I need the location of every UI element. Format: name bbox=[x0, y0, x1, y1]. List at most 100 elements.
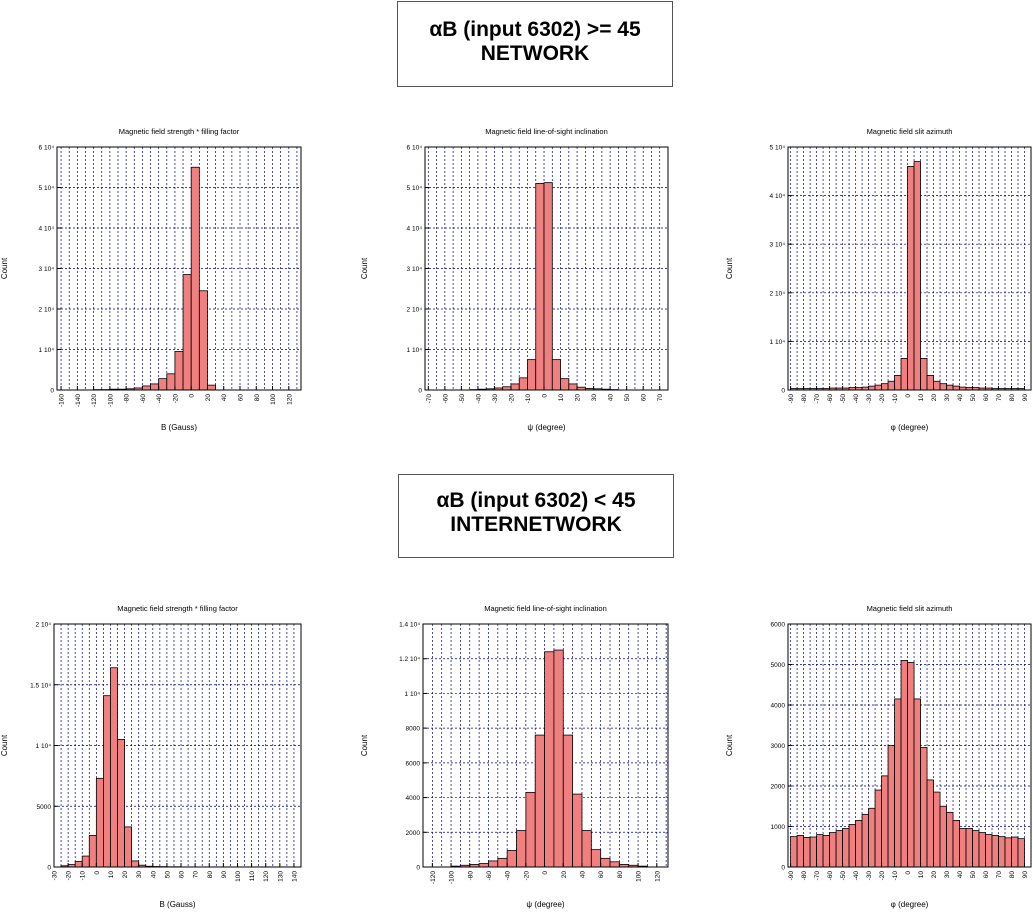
y-tick-label: 1 10⁴ bbox=[36, 743, 52, 750]
bar bbox=[901, 358, 907, 390]
y-tick-label: 2 10⁴ bbox=[407, 307, 423, 314]
bar bbox=[582, 831, 591, 867]
bar bbox=[797, 835, 803, 867]
x-tick-label: -80 bbox=[801, 394, 808, 404]
x-tick-label: 40 bbox=[150, 871, 157, 879]
bar bbox=[82, 856, 89, 867]
x-tick-label: 40 bbox=[608, 394, 615, 402]
bar bbox=[552, 360, 560, 390]
bar bbox=[199, 291, 207, 390]
x-tick-label: 10 bbox=[918, 394, 925, 402]
bar bbox=[908, 662, 914, 867]
bar bbox=[96, 778, 103, 867]
bar bbox=[992, 835, 998, 867]
x-tick-label: 100 bbox=[636, 871, 643, 882]
x-tick-label: -60 bbox=[140, 394, 147, 404]
bar bbox=[986, 835, 992, 867]
x-tick-label: -160 bbox=[59, 394, 66, 407]
bar bbox=[856, 820, 862, 867]
bar bbox=[888, 746, 894, 868]
bar bbox=[947, 385, 953, 390]
x-tick-label: -10 bbox=[525, 394, 532, 404]
bar bbox=[895, 375, 901, 390]
x-tick-label: 30 bbox=[944, 871, 951, 879]
x-tick-label: 80 bbox=[617, 871, 624, 879]
x-tick-label: -140 bbox=[75, 394, 82, 407]
bar bbox=[869, 808, 875, 867]
x-axis-label: ψ (degree) bbox=[526, 900, 565, 909]
y-tick-label: 5 10⁴ bbox=[39, 185, 55, 192]
y-axis-label: Count bbox=[0, 257, 9, 279]
bar bbox=[830, 833, 836, 867]
x-tick-label: 20 bbox=[931, 871, 938, 879]
x-tick-label: 120 bbox=[286, 394, 293, 405]
bar bbox=[934, 381, 940, 390]
x-tick-label: 0 bbox=[542, 871, 549, 875]
y-tick-label: 6000 bbox=[771, 622, 786, 629]
bar bbox=[544, 183, 552, 390]
bar bbox=[901, 660, 907, 867]
y-tick-label: 1.5 10⁴ bbox=[30, 682, 51, 689]
x-tick-label: -40 bbox=[853, 394, 860, 404]
x-tick-label: -60 bbox=[486, 871, 493, 881]
bar bbox=[526, 792, 535, 867]
x-tick-label: 120 bbox=[263, 871, 270, 882]
x-tick-label: 50 bbox=[164, 871, 171, 879]
y-axis-label: Count bbox=[725, 734, 734, 756]
bar bbox=[888, 381, 894, 390]
bar bbox=[862, 814, 868, 867]
y-tick-label: 0 bbox=[50, 388, 54, 395]
y-tick-label: 6000 bbox=[406, 760, 421, 767]
x-tick-label: 130 bbox=[277, 871, 284, 882]
x-tick-label: -60 bbox=[442, 394, 449, 404]
x-tick-label: 10 bbox=[918, 871, 925, 879]
x-axis-label: B (Gauss) bbox=[159, 900, 195, 909]
x-tick-label: 10 bbox=[108, 871, 115, 879]
chart-title: Magnetic field slit azimuth bbox=[867, 604, 953, 613]
x-axis-label: ψ (degree) bbox=[527, 423, 566, 432]
bar bbox=[804, 837, 810, 867]
x-tick-label: -50 bbox=[459, 394, 466, 404]
bar bbox=[591, 850, 600, 867]
network-title-line1: αB (input 6302) >= 45 bbox=[398, 18, 672, 42]
x-tick-label: 20 bbox=[931, 394, 938, 402]
bar bbox=[875, 385, 881, 390]
y-axis-label: Count bbox=[0, 734, 9, 756]
bar bbox=[110, 668, 117, 867]
x-tick-label: -20 bbox=[508, 394, 515, 404]
bar bbox=[159, 379, 167, 390]
y-tick-label: 1 10⁴ bbox=[405, 691, 421, 698]
x-tick-label: 40 bbox=[957, 394, 964, 402]
bar bbox=[479, 864, 488, 867]
bar bbox=[921, 358, 927, 390]
chart-title: Magnetic field strength * filling factor bbox=[119, 127, 240, 136]
x-tick-label: 70 bbox=[193, 871, 200, 879]
x-tick-label: 50 bbox=[970, 871, 977, 879]
y-tick-label: 0 bbox=[418, 388, 422, 395]
x-tick-label: -120 bbox=[430, 871, 437, 884]
bar bbox=[836, 831, 842, 867]
y-tick-label: 1 10⁴ bbox=[39, 347, 55, 354]
y-tick-label: 4 10⁴ bbox=[407, 226, 423, 233]
y-tick-label: 2 10⁴ bbox=[770, 290, 786, 297]
x-tick-label: -20 bbox=[879, 871, 886, 881]
x-tick-label: 50 bbox=[970, 394, 977, 402]
x-tick-label: -80 bbox=[801, 871, 808, 881]
x-tick-label: 0 bbox=[542, 394, 549, 398]
bar bbox=[535, 735, 544, 867]
bar bbox=[488, 861, 497, 867]
bar bbox=[927, 780, 933, 867]
x-tick-label: -30 bbox=[866, 871, 873, 881]
bar bbox=[947, 812, 953, 867]
x-tick-label: -40 bbox=[505, 871, 512, 881]
bar bbox=[573, 794, 582, 867]
x-tick-label: -20 bbox=[66, 871, 73, 881]
bar bbox=[517, 831, 526, 867]
x-tick-label: 0 bbox=[905, 394, 912, 398]
bar bbox=[601, 858, 610, 867]
